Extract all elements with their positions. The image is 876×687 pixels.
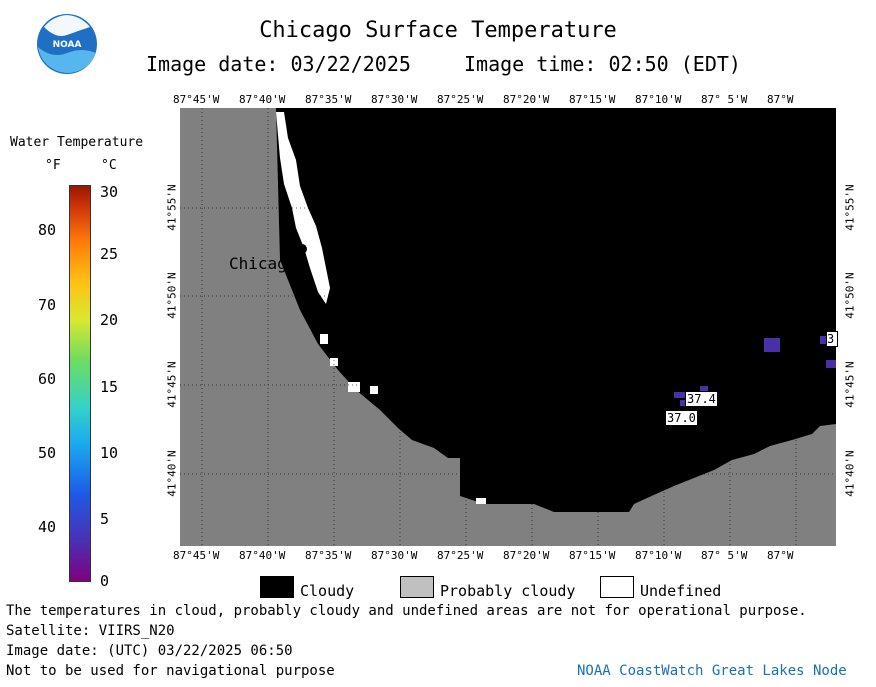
colorbar-f-tick: 40 (38, 518, 57, 536)
legend-swatch-probably-cloudy (400, 576, 434, 598)
lat-label-right: 41°50'N (843, 272, 857, 319)
legend-swatch-cloudy (260, 576, 294, 598)
map (180, 108, 836, 546)
colorbar-c-tick: 30 (100, 183, 119, 201)
utc-date: Image date: (UTC) 03/22/2025 06:50 (6, 643, 293, 659)
colorbar-c-tick: 10 (100, 444, 119, 462)
bottom-lon-label: 87°10'W (635, 549, 682, 562)
city-label: Chicago (229, 254, 297, 273)
bottom-lon-label: 87°30'W (371, 549, 418, 562)
data-label: 37.4 (685, 391, 718, 407)
colorbar-c-tick: 25 (100, 245, 119, 263)
bottom-lon-label: 87°35'W (305, 549, 352, 562)
bottom-lon-label: 87° 5'W (701, 549, 748, 562)
lat-label-right: 41°40'N (843, 450, 857, 497)
colorbar-c-tick: 5 (100, 510, 110, 528)
image-time: Image time: 02:50 (EDT) (464, 52, 741, 76)
footer-note: The temperatures in cloud, probably clou… (6, 603, 807, 619)
data-label: 3 (826, 331, 838, 347)
top-lon-label: 87°10'W (635, 93, 682, 106)
undefined-area (276, 112, 330, 304)
top-lon-label: 87°25'W (437, 93, 484, 106)
lat-label-left: 41°50'N (165, 272, 179, 319)
bottom-lon-label: 87°20'W (503, 549, 550, 562)
lat-label-left: 41°40'N (165, 450, 179, 497)
credit-link[interactable]: NOAA CoastWatch Great Lakes Node (577, 663, 847, 679)
noaa-logo-text: NOAA (53, 40, 82, 50)
top-lon-label: 87°15'W (569, 93, 616, 106)
colorbar-title: Water Temperature (10, 135, 144, 150)
colorbar-f-unit: °F (45, 158, 61, 173)
top-lon-label: 87°45'W (173, 93, 220, 106)
data-label: 37.0 (665, 410, 698, 426)
legend-label-probably-cloudy: Probably cloudy (440, 582, 576, 600)
lat-label-left: 41°55'N (165, 184, 179, 231)
nav-warning: Not to be used for navigational purpose (6, 663, 335, 679)
colorbar-c-tick: 0 (100, 572, 110, 590)
top-lon-label: 87°35'W (305, 93, 352, 106)
page-title: Chicago Surface Temperature (259, 18, 617, 43)
colorbar-c-tick: 20 (100, 311, 119, 329)
legend-swatch-undefined (600, 576, 634, 598)
top-lon-label: 87°40'W (239, 93, 286, 106)
lat-label-right: 41°45'N (843, 361, 857, 408)
colorbar-f-tick: 80 (38, 221, 57, 239)
colorbar-c-unit: °C (101, 158, 117, 173)
colorbar-f-tick: 60 (38, 370, 57, 388)
colorbar (69, 185, 91, 582)
top-lon-label: 87° 5'W (701, 93, 748, 106)
image-date: Image date: 03/22/2025 (146, 52, 411, 76)
bottom-lon-label: 87°45'W (173, 549, 220, 562)
bottom-lon-label: 87°25'W (437, 549, 484, 562)
lat-label-left: 41°45'N (165, 361, 179, 408)
noaa-logo: NOAA (36, 13, 98, 75)
chicago-marker (297, 244, 307, 254)
lat-label-right: 41°55'N (843, 184, 857, 231)
colorbar-f-tick: 50 (38, 444, 57, 462)
colorbar-c-tick: 15 (100, 378, 119, 396)
legend-label-cloudy: Cloudy (300, 582, 355, 600)
bottom-lon-label: 87°W (767, 549, 794, 562)
top-lon-label: 87°W (767, 93, 794, 106)
legend-label-undefined: Undefined (640, 582, 722, 600)
satellite-info: Satellite: VIIRS_N20 (6, 623, 175, 639)
bottom-lon-label: 87°40'W (239, 549, 286, 562)
bottom-lon-label: 87°15'W (569, 549, 616, 562)
colorbar-f-tick: 70 (38, 296, 57, 314)
top-lon-label: 87°20'W (503, 93, 550, 106)
top-lon-label: 87°30'W (371, 93, 418, 106)
